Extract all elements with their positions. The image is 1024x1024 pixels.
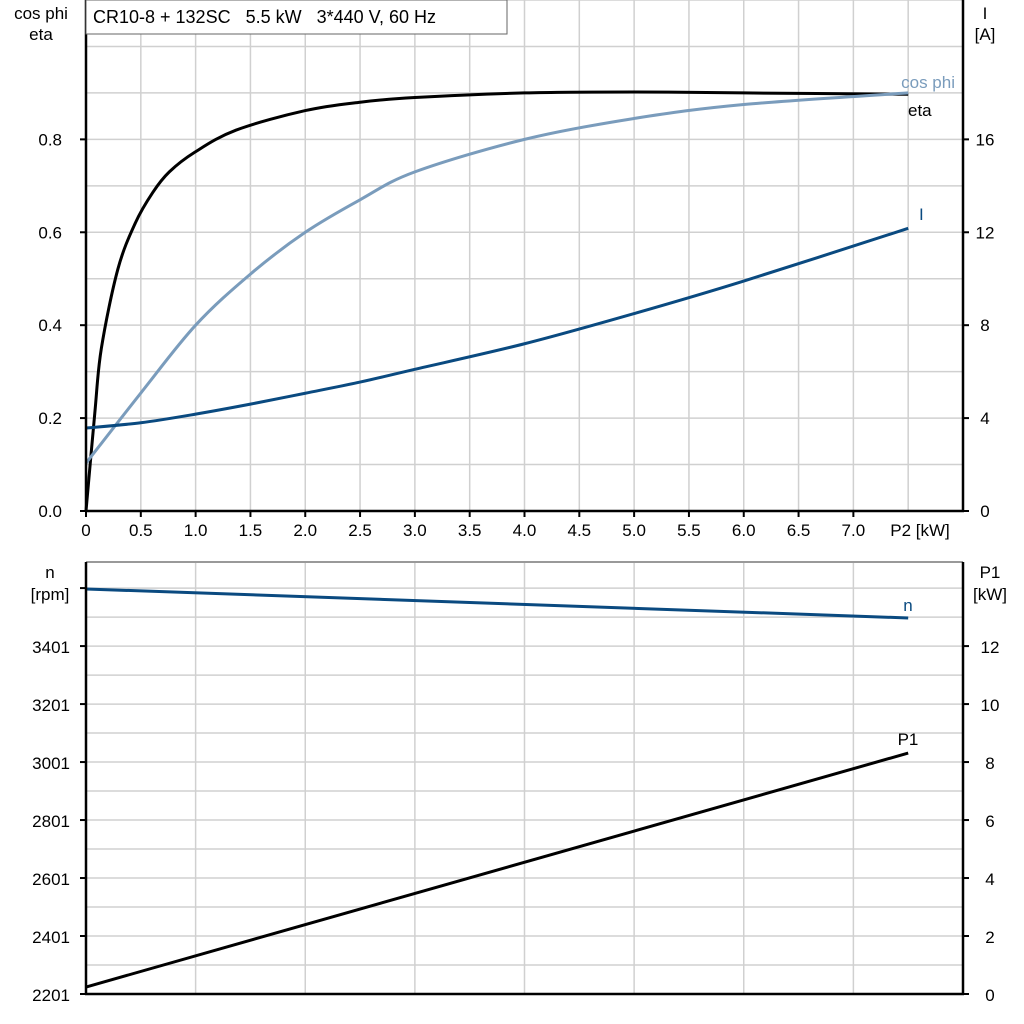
y-left-tick-label: 0.0 [38,502,62,521]
x-tick-label: 4.0 [513,521,537,540]
title-box [85,0,508,35]
y-right-tick-label: 16 [976,130,995,149]
y-right-tick-label: 4 [980,409,989,428]
y-left-tick-label: 2801 [32,812,70,831]
y-left-tick-label: 3001 [32,754,70,773]
top-right-ylabel-1: I [983,4,988,23]
y-right-tick-label: 2 [985,928,994,947]
x-tick-label: 2.5 [348,521,372,540]
bottom-right-ylabel-2: [kW] [973,585,1007,604]
top-left-ylabel-2: eta [29,25,53,44]
y-right-tick-label: 8 [980,316,989,335]
bottom-chart-grid [86,562,963,994]
x-tick-label: 6.5 [787,521,811,540]
series-label-p1: P1 [898,730,919,749]
y-right-tick-label: 12 [981,638,1000,657]
x-tick-label: 2.0 [293,521,317,540]
bottom-left-ylabel-2: [rpm] [31,585,70,604]
series-label-n: n [903,596,912,615]
y-right-tick-label: 0 [980,502,989,521]
y-left-tick-label: 2201 [32,986,70,1005]
x-tick-label: 1.0 [184,521,208,540]
y-left-tick-label: 0.2 [38,409,62,428]
y-left-tick-label: 0.4 [38,316,62,335]
y-left-tick-label: 2401 [32,928,70,947]
tick-labels: 0 0.5 1.0 1.5 2.0 2.5 3.0 3.5 4.0 4.5 5.0 5.5 6.0 6.5… [32,130,999,1005]
y-right-tick-label: 12 [976,223,995,242]
series-label-cos-phi: cos phi [901,73,955,92]
x-tick-label: 6.0 [732,521,756,540]
x-tick-label: 3.5 [458,521,482,540]
y-right-tick-label: 6 [985,812,994,831]
series-line-i [85,226,909,430]
x-tick-label: 5.5 [677,521,701,540]
y-right-tick-label: 10 [981,696,1000,715]
bottom-left-ylabel-1: n [45,563,54,582]
series-line-n [85,587,909,620]
x-tick-label: 7.0 [842,521,866,540]
y-left-tick-label: 0.8 [38,130,62,149]
y-right-tick-label: 8 [985,754,994,773]
top-left-ylabel-1: cos phi [14,4,68,23]
y-left-tick-label: 0.6 [38,223,62,242]
x-axis-label: P2 [kW] [890,521,950,540]
series-label-i: I [919,205,924,224]
curves [84,90,909,989]
x-tick-label: 0 [81,521,90,540]
x-tick-label: 1.5 [239,521,263,540]
x-tick-label: 5.0 [622,521,646,540]
x-tick-label: 0.5 [129,521,153,540]
chart-title: CR10-8 + 132SC 5.5 kW 3*440 V, 60 Hz [93,7,436,27]
y-left-tick-label: 3201 [32,696,70,715]
bottom-right-ylabel-1: P1 [980,563,1001,582]
y-left-tick-label: 2601 [32,870,70,889]
series-line-p1 [85,751,909,989]
series-line-eta [84,90,909,512]
series-line-cos-phi [84,91,909,465]
y-right-tick-label: 0 [985,986,994,1005]
y-right-tick-label: 4 [985,870,994,889]
top-right-ylabel-2: [A] [975,25,996,44]
series-label-eta: eta [908,101,932,120]
x-tick-label: 4.5 [567,521,591,540]
y-left-tick-label: 3401 [32,638,70,657]
x-tick-label: 3.0 [403,521,427,540]
top-chart-grid [86,0,963,511]
